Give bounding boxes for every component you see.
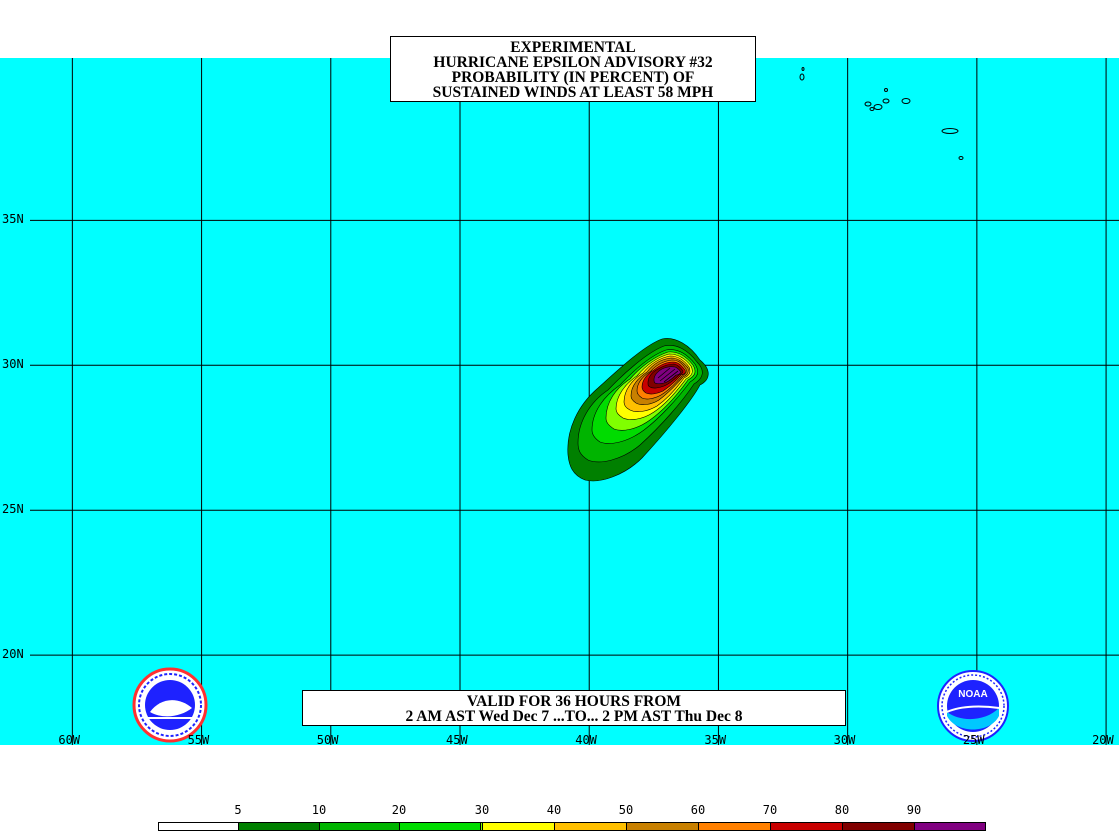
- valid-line-1: VALID FOR 36 HOURS FROM: [466, 693, 682, 710]
- lon-label-55W: 55W: [187, 733, 210, 747]
- legend-swatch: [158, 822, 239, 831]
- title-line-2: HURRICANE EPSILON ADVISORY #32: [433, 54, 713, 71]
- legend-swatch: [698, 822, 771, 831]
- contour-inner-lines: [657, 367, 679, 383]
- probability-contours: [567, 338, 709, 482]
- legend-label: 80: [834, 803, 850, 817]
- lon-label-20W: 20W: [1092, 733, 1114, 747]
- legend-label: 60: [690, 803, 706, 817]
- legend-swatch: [842, 822, 915, 831]
- legend-label: 10: [311, 803, 327, 817]
- legend-swatch: [554, 822, 627, 831]
- legend-label: 40: [546, 803, 562, 817]
- legend-swatch: [770, 822, 843, 831]
- lon-label-45W: 45W: [446, 733, 468, 747]
- legend-swatch: [319, 822, 400, 831]
- legend-label: 30: [474, 803, 490, 817]
- legend-label: 50: [618, 803, 634, 817]
- valid-line-2: 2 AM AST Wed Dec 7 ...TO... 2 PM AST Thu…: [405, 708, 743, 725]
- ocean: [0, 58, 1119, 745]
- legend-label: 20: [391, 803, 407, 817]
- lon-label-25W: 25W: [962, 733, 985, 747]
- title-line-3: PROBABILITY (IN PERCENT) OF: [451, 69, 695, 86]
- legend-label: 5: [234, 803, 242, 817]
- lat-label-20N: 20N: [2, 647, 24, 662]
- noaa-logo-text: NOAA: [958, 689, 987, 700]
- lon-label-35W: 35W: [704, 733, 727, 747]
- title-line-4: SUSTAINED WINDS AT LEAST 58 MPH: [432, 84, 714, 101]
- lon-label-50W: 50W: [316, 733, 339, 747]
- lon-label-40W: 40W: [575, 733, 597, 747]
- lat-label-25N: 25N: [2, 502, 24, 517]
- title-line-1: EXPERIMENTAL: [510, 39, 636, 56]
- lon-label-30W: 30W: [833, 733, 856, 747]
- legend-swatch: [238, 822, 320, 831]
- lon-label-60W: 60W: [58, 733, 81, 747]
- legend-swatch: [914, 822, 986, 831]
- valid-period-box: VALID FOR 36 HOURS FROM 2 AM AST Wed Dec…: [302, 690, 846, 726]
- lat-lon-grid: [30, 58, 1119, 745]
- azores-islands: [799, 67, 964, 160]
- legend-label: 70: [762, 803, 778, 817]
- lat-label-35N: 35N: [2, 212, 24, 227]
- noaa-logo: NOAA: [937, 670, 1009, 742]
- lat-label-30N: 30N: [2, 357, 24, 372]
- legend-label: 90: [906, 803, 922, 817]
- legend-swatch: [626, 822, 699, 831]
- title-box: EXPERIMENTAL HURRICANE EPSILON ADVISORY …: [390, 36, 756, 102]
- national-weather-service-logo: [132, 667, 208, 743]
- legend-swatch: [399, 822, 481, 831]
- legend-swatch: [482, 822, 555, 831]
